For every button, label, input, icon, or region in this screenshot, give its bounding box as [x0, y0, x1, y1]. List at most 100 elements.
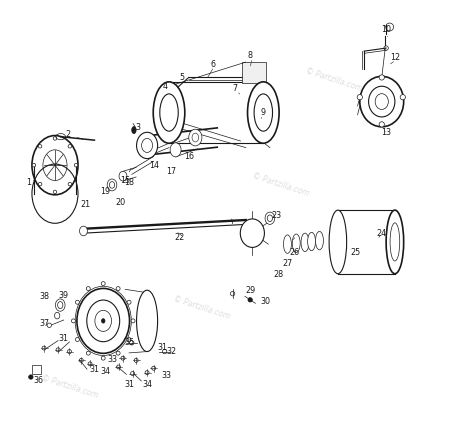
Ellipse shape: [101, 282, 105, 286]
Text: 29: 29: [245, 286, 255, 295]
Text: 30: 30: [261, 297, 271, 306]
Ellipse shape: [240, 219, 264, 247]
Ellipse shape: [53, 137, 57, 140]
Ellipse shape: [32, 136, 78, 195]
Text: 35: 35: [125, 338, 135, 347]
Ellipse shape: [145, 370, 149, 374]
Ellipse shape: [47, 323, 52, 327]
Ellipse shape: [308, 232, 316, 251]
Text: 15: 15: [120, 176, 130, 185]
Ellipse shape: [189, 129, 202, 146]
Ellipse shape: [38, 182, 42, 186]
Ellipse shape: [131, 319, 135, 323]
Ellipse shape: [170, 143, 181, 157]
Ellipse shape: [137, 132, 158, 158]
Text: 9: 9: [261, 108, 266, 117]
Ellipse shape: [316, 231, 323, 250]
Ellipse shape: [384, 46, 388, 50]
Text: 31: 31: [59, 334, 69, 343]
Bar: [242, 62, 266, 83]
Text: 7: 7: [232, 84, 237, 93]
Text: 23: 23: [272, 211, 282, 220]
Ellipse shape: [117, 365, 120, 369]
Text: 33: 33: [162, 371, 172, 380]
Text: 34: 34: [100, 367, 110, 376]
Ellipse shape: [137, 290, 158, 352]
Ellipse shape: [152, 366, 155, 370]
Text: 2: 2: [65, 130, 71, 139]
Ellipse shape: [163, 349, 167, 354]
Ellipse shape: [79, 359, 83, 362]
Text: 22: 22: [175, 233, 185, 242]
Ellipse shape: [72, 319, 75, 323]
Text: 37: 37: [39, 319, 49, 327]
Ellipse shape: [379, 122, 384, 127]
Text: 24: 24: [377, 229, 387, 238]
Ellipse shape: [77, 289, 129, 353]
Text: 16: 16: [184, 152, 194, 161]
Ellipse shape: [101, 319, 105, 323]
Ellipse shape: [68, 144, 72, 148]
Text: 1: 1: [26, 178, 31, 187]
Ellipse shape: [230, 291, 235, 296]
Ellipse shape: [292, 234, 300, 253]
Ellipse shape: [88, 362, 92, 366]
Ellipse shape: [386, 210, 404, 274]
Bar: [32, 365, 41, 374]
Text: 31: 31: [157, 343, 167, 352]
Ellipse shape: [153, 82, 185, 143]
Text: 39: 39: [59, 291, 69, 300]
Ellipse shape: [42, 346, 46, 350]
Ellipse shape: [55, 299, 65, 311]
Text: 25: 25: [350, 249, 361, 257]
Text: 10: 10: [381, 25, 391, 34]
Ellipse shape: [38, 144, 42, 148]
Ellipse shape: [107, 179, 117, 191]
Ellipse shape: [75, 337, 79, 341]
Text: 21: 21: [81, 200, 91, 209]
Ellipse shape: [74, 163, 78, 167]
Ellipse shape: [132, 127, 136, 134]
Ellipse shape: [357, 95, 363, 100]
Ellipse shape: [28, 375, 33, 379]
Text: 5: 5: [180, 73, 185, 82]
Text: © Partzilla.com: © Partzilla.com: [251, 172, 310, 198]
Text: 28: 28: [273, 270, 284, 279]
Ellipse shape: [56, 348, 60, 352]
Ellipse shape: [75, 300, 79, 304]
Text: 3: 3: [136, 123, 141, 132]
Text: 26: 26: [289, 249, 299, 257]
Text: 4: 4: [162, 82, 167, 91]
Ellipse shape: [68, 182, 72, 186]
Text: 18: 18: [125, 178, 135, 187]
Ellipse shape: [119, 171, 127, 181]
Text: 6: 6: [210, 60, 215, 69]
Ellipse shape: [121, 356, 125, 360]
Ellipse shape: [134, 359, 138, 362]
Text: 8: 8: [247, 51, 253, 60]
Ellipse shape: [379, 75, 384, 80]
Text: 36: 36: [34, 376, 44, 385]
Ellipse shape: [265, 212, 275, 224]
Ellipse shape: [86, 351, 90, 355]
Ellipse shape: [127, 300, 131, 304]
Text: 32: 32: [166, 347, 176, 356]
Ellipse shape: [129, 341, 134, 345]
Ellipse shape: [329, 210, 346, 274]
Text: 17: 17: [166, 167, 176, 176]
Ellipse shape: [247, 82, 279, 143]
Ellipse shape: [55, 312, 60, 319]
Ellipse shape: [101, 356, 105, 360]
Text: 38: 38: [39, 292, 49, 301]
Ellipse shape: [32, 163, 36, 167]
Text: 14: 14: [149, 161, 159, 170]
Text: 12: 12: [390, 53, 400, 62]
Ellipse shape: [131, 371, 135, 375]
Text: 33: 33: [107, 355, 117, 364]
Ellipse shape: [80, 226, 87, 236]
Text: 31: 31: [125, 380, 135, 389]
Ellipse shape: [53, 190, 57, 194]
Text: 34: 34: [142, 380, 152, 389]
Text: 19: 19: [100, 187, 110, 196]
Text: © Partzilla.com: © Partzilla.com: [173, 294, 231, 321]
